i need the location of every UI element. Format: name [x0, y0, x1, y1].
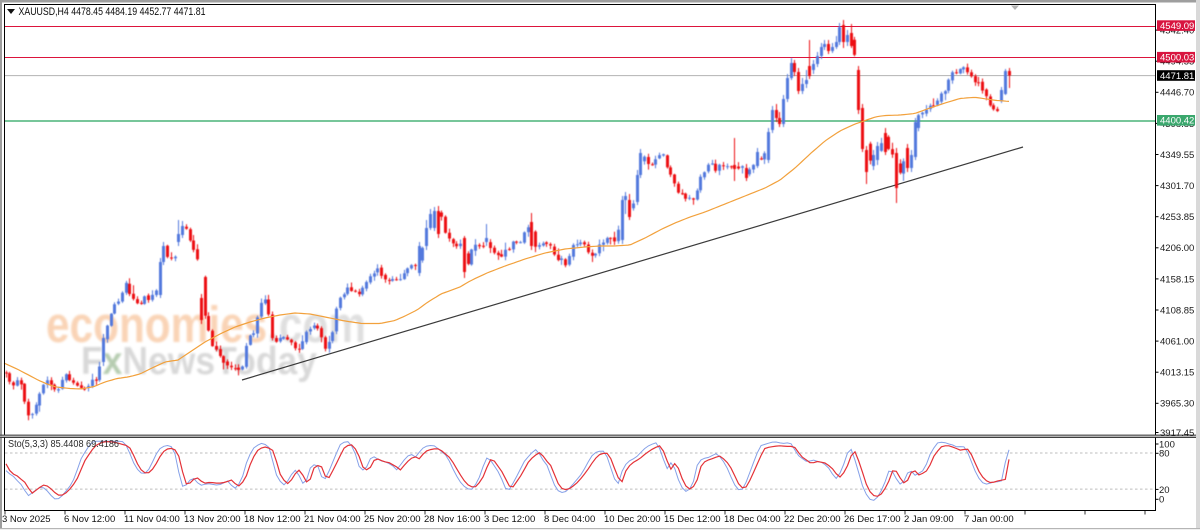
svg-text:4108.85: 4108.85	[1160, 305, 1194, 316]
svg-text:10 Dec 20:00: 10 Dec 20:00	[604, 514, 661, 525]
svg-text:7 Jan 00:00: 7 Jan 00:00	[964, 514, 1014, 525]
svg-text:4253.85: 4253.85	[1160, 212, 1194, 223]
svg-text:XAUUSD,H4 4478.45 4484.19 445: XAUUSD,H4 4478.45 4484.19 4452.77 4471.8…	[19, 6, 206, 18]
svg-text:100: 100	[1159, 439, 1175, 450]
svg-text:2 Jan 09:00: 2 Jan 09:00	[904, 514, 954, 525]
svg-text:4400.42: 4400.42	[1160, 116, 1194, 127]
svg-text:20: 20	[1159, 485, 1170, 496]
svg-text:3965.30: 3965.30	[1160, 399, 1194, 410]
svg-text:18 Dec 04:00: 18 Dec 04:00	[724, 514, 781, 525]
svg-text:28 Nov 16:00: 28 Nov 16:00	[424, 514, 481, 525]
svg-text:3917.45: 3917.45	[1160, 428, 1194, 439]
svg-text:18 Nov 12:00: 18 Nov 12:00	[244, 514, 301, 525]
svg-text:26 Dec 17:00: 26 Dec 17:00	[844, 514, 901, 525]
svg-text:22 Dec 20:00: 22 Dec 20:00	[784, 514, 841, 525]
svg-text:8 Dec 04:00: 8 Dec 04:00	[544, 514, 595, 525]
svg-text:6 Nov 12:00: 6 Nov 12:00	[64, 514, 115, 525]
svg-text:Sto(5,3,3) 85.4408 69.4186: Sto(5,3,3) 85.4408 69.4186	[8, 439, 119, 450]
svg-text:4158.15: 4158.15	[1160, 274, 1194, 285]
svg-text:80: 80	[1159, 449, 1170, 460]
svg-text:4013.15: 4013.15	[1160, 368, 1194, 379]
svg-text:4549.09: 4549.09	[1160, 21, 1194, 32]
svg-text:4471.81: 4471.81	[1160, 71, 1194, 82]
svg-text:25 Nov 20:00: 25 Nov 20:00	[364, 514, 421, 525]
svg-text:4542.40: 4542.40	[1160, 26, 1194, 37]
svg-text:13 Nov 20:00: 13 Nov 20:00	[184, 514, 241, 525]
svg-text:4061.00: 4061.00	[1160, 337, 1194, 348]
svg-text:4206.00: 4206.00	[1160, 243, 1194, 254]
svg-text:4446.70: 4446.70	[1160, 88, 1194, 99]
svg-text:11 Nov 04:00: 11 Nov 04:00	[124, 514, 180, 525]
svg-text:4301.70: 4301.70	[1160, 181, 1194, 192]
svg-text:economies.com: economies.com	[46, 296, 366, 353]
svg-text:3 Dec 12:00: 3 Dec 12:00	[484, 514, 535, 525]
svg-text:21 Nov 04:00: 21 Nov 04:00	[304, 514, 361, 525]
svg-text:4500.03: 4500.03	[1160, 53, 1194, 64]
svg-text:FxNewsToday: FxNewsToday	[81, 340, 317, 383]
svg-text:3 Nov 2025: 3 Nov 2025	[2, 514, 51, 525]
svg-text:4349.55: 4349.55	[1160, 150, 1194, 161]
svg-text:0: 0	[1159, 495, 1164, 506]
svg-text:15 Dec 12:00: 15 Dec 12:00	[664, 514, 721, 525]
